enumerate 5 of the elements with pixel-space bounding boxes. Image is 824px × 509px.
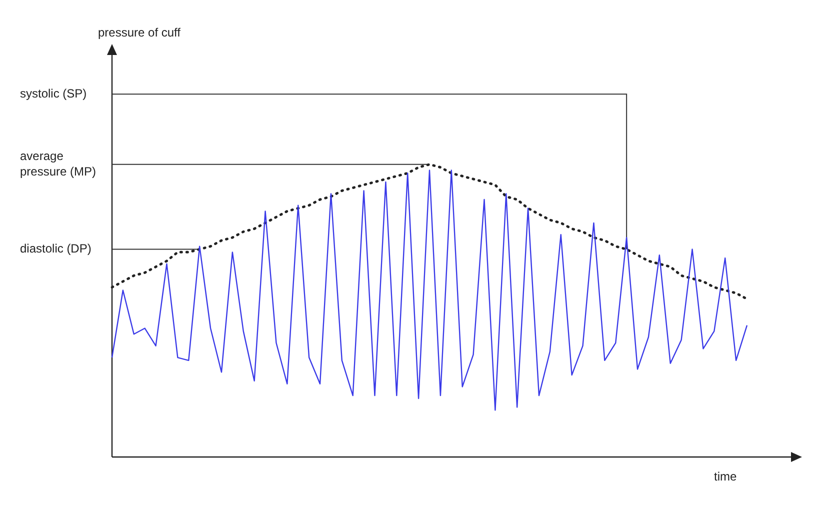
ref-line-label: diastolic (DP) xyxy=(20,242,92,256)
text: pressure of cuff xyxy=(98,25,182,40)
ref-line-label: average pressure (MP) xyxy=(20,148,96,178)
ref-line-label: systolic (SP) xyxy=(20,86,87,100)
x-axis-title: time xyxy=(714,469,737,484)
